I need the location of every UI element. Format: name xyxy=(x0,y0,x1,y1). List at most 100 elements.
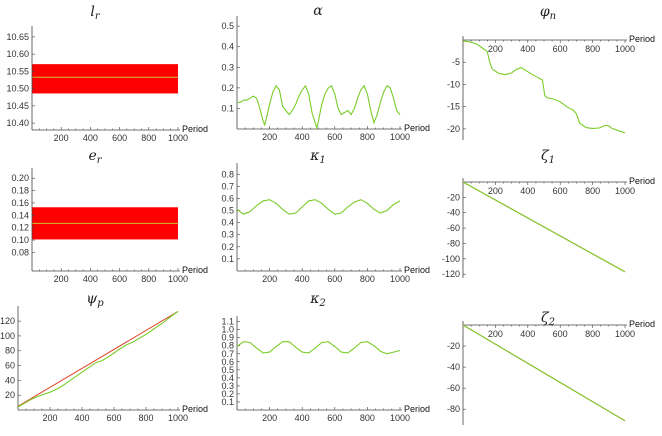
panel-title: α xyxy=(313,3,323,19)
y-tick-label: 0.6 xyxy=(221,193,234,203)
y-tick-label: -20 xyxy=(447,192,460,202)
series-line xyxy=(236,199,401,215)
x-tick-label: 1000 xyxy=(390,274,410,284)
y-tick-label: 0.10 xyxy=(11,235,29,245)
panel-title-subscript: n xyxy=(550,11,556,22)
x-tick-label: 600 xyxy=(327,413,342,423)
y-tick-label: -80 xyxy=(447,404,460,414)
panel-title-base: ψ xyxy=(86,291,98,307)
x-tick-label: 400 xyxy=(83,133,98,143)
y-tick-label: -5 xyxy=(452,57,460,67)
y-tick-label: 1.1 xyxy=(221,317,234,327)
y-tick-label: 0.5 xyxy=(221,206,234,216)
x-tick-label: 200 xyxy=(488,186,503,196)
x-tick-label: 400 xyxy=(520,186,535,196)
x-tick-label: 800 xyxy=(141,274,156,284)
series-line xyxy=(462,181,626,273)
x-tick-label: 600 xyxy=(106,413,121,423)
y-tick-label: 0.16 xyxy=(11,198,29,208)
x-tick-label: 200 xyxy=(488,329,503,339)
x-axis-label: Period xyxy=(629,319,655,329)
x-tick-label: 800 xyxy=(360,132,375,142)
panel-title-subscript: r xyxy=(95,11,101,22)
x-tick-label: 1000 xyxy=(615,329,635,339)
x-tick-label: 800 xyxy=(360,413,375,423)
x-tick-label: 600 xyxy=(112,274,127,284)
x-tick-label: 1000 xyxy=(168,133,188,143)
x-tick-label: 600 xyxy=(327,274,342,284)
x-tick-label: 200 xyxy=(262,274,277,284)
y-tick-label: 10.55 xyxy=(6,66,29,76)
x-tick-label: 800 xyxy=(138,413,153,423)
x-tick-label: 200 xyxy=(262,413,277,423)
y-tick-label: 0.9 xyxy=(221,333,234,343)
x-tick-label: 1000 xyxy=(390,413,410,423)
y-tick-label: -100 xyxy=(442,254,460,264)
x-tick-label: 200 xyxy=(54,133,69,143)
y-tick-label: -40 xyxy=(447,208,460,218)
x-tick-label: 200 xyxy=(262,132,277,142)
panel-title-subscript: 1 xyxy=(319,155,325,166)
panel-title: κ1 xyxy=(309,148,326,166)
x-axis-label: Period xyxy=(404,404,430,414)
y-tick-label: 0.08 xyxy=(11,247,29,257)
y-tick-label: 1.0 xyxy=(221,325,234,335)
panel-title: φn xyxy=(540,4,556,22)
y-tick-label: -60 xyxy=(447,383,460,393)
x-tick-label: 600 xyxy=(553,329,568,339)
y-tick-label: 0.2 xyxy=(221,83,234,93)
y-tick-label: -20 xyxy=(447,124,460,134)
x-axis-label: Period xyxy=(629,176,655,186)
panel-title: ζ1 xyxy=(541,148,555,166)
panel-title: ζ2 xyxy=(541,310,555,328)
y-tick-label: 0.4 xyxy=(221,373,234,383)
y-tick-label: -20 xyxy=(447,341,460,351)
x-tick-label: 1000 xyxy=(168,413,188,423)
x-tick-label: 800 xyxy=(360,274,375,284)
x-tick-label: 800 xyxy=(585,329,600,339)
y-tick-label: 10.50 xyxy=(6,84,29,94)
panel-title-base: κ xyxy=(309,291,319,307)
range-band xyxy=(32,64,178,94)
y-tick-label: 0.14 xyxy=(11,210,29,220)
y-tick-label: 60 xyxy=(5,361,15,371)
y-tick-label: -80 xyxy=(447,238,460,248)
x-tick-label: 600 xyxy=(327,132,342,142)
y-tick-label: 0.2 xyxy=(221,242,234,252)
panel-title-subscript: 2 xyxy=(548,317,555,328)
x-tick-label: 400 xyxy=(74,413,89,423)
y-tick-label: 0.8 xyxy=(221,169,234,179)
panel-title-subscript: p xyxy=(97,298,104,309)
y-tick-label: 10.65 xyxy=(6,32,29,42)
y-tick-label: 0.18 xyxy=(11,186,29,196)
y-tick-label: 0.8 xyxy=(221,341,234,351)
panel-title-base: κ xyxy=(309,148,319,164)
panel-title-base: l xyxy=(90,4,94,20)
trend-line xyxy=(17,311,179,407)
y-tick-label: 10.45 xyxy=(6,101,29,111)
panel-title-subscript: r xyxy=(97,155,103,166)
y-tick-label: 10.60 xyxy=(6,49,29,59)
x-tick-label: 200 xyxy=(488,44,503,54)
series-line xyxy=(236,341,401,355)
y-tick-label: -120 xyxy=(442,269,460,279)
x-axis-label: Period xyxy=(404,123,430,133)
y-tick-label: -15 xyxy=(447,102,460,112)
y-tick-label: 0.1 xyxy=(221,397,234,407)
x-tick-label: 400 xyxy=(520,44,535,54)
x-tick-label: 600 xyxy=(553,44,568,54)
series-line xyxy=(237,84,401,131)
y-tick-label: 0.3 xyxy=(221,62,234,72)
x-tick-label: 600 xyxy=(553,186,568,196)
x-axis-label: Period xyxy=(182,404,208,414)
y-tick-label: 0.7 xyxy=(221,181,234,191)
x-tick-label: 400 xyxy=(295,132,310,142)
x-tick-label: 1000 xyxy=(390,132,410,142)
x-axis-label: Period xyxy=(629,34,655,44)
panel-title-base: α xyxy=(313,3,323,19)
series-line xyxy=(17,311,179,408)
